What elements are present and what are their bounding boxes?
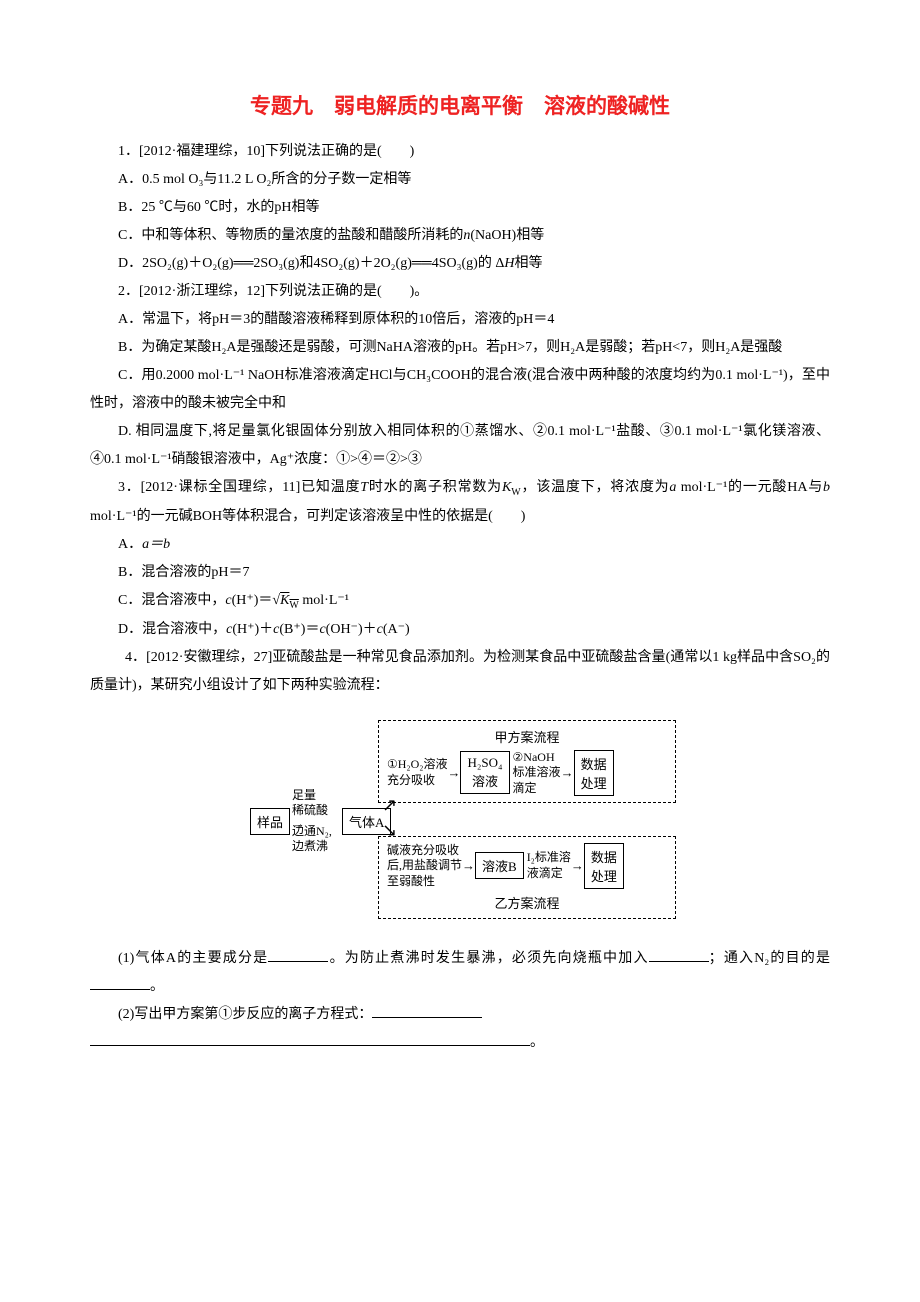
flowchart: 甲方案流程 ①H₂O₂溶液充分吸收 → H₂SO₄溶液 ②NaOH标准溶液滴定 …	[90, 720, 830, 925]
q4-p2-line: 。	[90, 1029, 830, 1057]
blank-field	[268, 947, 328, 962]
blank-field	[372, 1003, 482, 1018]
q4-stem: 4．[2012·安徽理综，27]亚硫酸盐是一种常见食品添加剂。为检测某食品中亚硫…	[90, 644, 830, 700]
blank-field	[649, 947, 709, 962]
q3-opt-c: C．混合溶液中，c(H⁺)＝√KW mol·L⁻¹	[90, 587, 830, 616]
q3-opt-a: A．a＝b	[90, 531, 830, 559]
q2-opt-d: D. 相同温度下,将足量氯化银固体分别放入相同体积的①蒸馏水、②0.1 mol·…	[90, 418, 830, 474]
q4-p1: (1)气体A的主要成分是。为防止煮沸时发生暴沸，必须先向烧瓶中加入；通入N₂的目…	[90, 945, 830, 1001]
bot-step2-label: I₂标准溶液滴定	[527, 850, 571, 881]
q3-opt-b: B．混合溶液的pH＝7	[90, 559, 830, 587]
q1-opt-a: A．0.5 mol O₃与11.2 L O₂所含的分子数一定相等	[90, 166, 830, 194]
arrow-label-top: 足量稀硫酸	[292, 788, 328, 819]
q2-opt-c: C．用0.2000 mol·L⁻¹ NaOH标准溶液滴定HCl与CH₃COOH的…	[90, 362, 830, 418]
step2-label: ②NaOH标准溶液滴定	[513, 750, 561, 797]
h2so4-box: H₂SO₄溶液	[460, 751, 509, 794]
q2-opt-b: B．为确定某酸H₂A是强酸还是弱酸，可测NaHA溶液的pH。若pH>7，则H₂A…	[90, 334, 830, 362]
data-box-bottom: 数据处理	[584, 843, 624, 889]
q3-stem: 3．[2012·课标全国理综，11]已知温度T时水的离子积常数为KW，该温度下，…	[90, 474, 830, 531]
q1-opt-d: D．2SO₂(g)＋O₂(g)══2SO₃(g)和4SO₂(g)＋2O₂(g)═…	[90, 250, 830, 278]
data-box-top: 数据处理	[574, 750, 614, 796]
q2-stem: 2．[2012·浙江理综，12]下列说法正确的是( )。	[90, 278, 830, 306]
q1-stem: 1．[2012·福建理综，10]下列说法正确的是( )	[90, 138, 830, 166]
q3-opt-d: D．混合溶液中，c(H⁺)＋c(B⁺)＝c(OH⁻)＋c(A⁻)	[90, 616, 830, 644]
bot-step1-label: 碱液充分吸收后,用盐酸调节至弱酸性	[387, 843, 462, 890]
blank-line	[90, 1031, 530, 1046]
step1-label: ①H₂O₂溶液充分吸收	[387, 757, 447, 788]
arrow-label-bottom: 边通N₂,边煮沸	[292, 824, 332, 855]
q1-opt-b: B．25 ℃与60 ℃时，水的pH相等	[90, 194, 830, 222]
document-title: 专题九 弱电解质的电离平衡 溶液的酸碱性	[90, 90, 830, 120]
q2-opt-a: A．常温下，将pH＝3的醋酸溶液稀释到原体积的10倍后，溶液的pH＝4	[90, 306, 830, 334]
q1-opt-c: C．中和等体积、等物质的量浓度的盐酸和醋酸所消耗的n(NaOH)相等	[90, 222, 830, 250]
q4-p2: (2)写出甲方案第①步反应的离子方程式：	[90, 1001, 830, 1029]
bottom-flow-label: 乙方案流程	[387, 893, 667, 912]
top-flow-label: 甲方案流程	[387, 727, 667, 746]
sample-box: 样品	[250, 808, 290, 835]
solution-b-box: 溶液B	[475, 852, 524, 879]
blank-field	[90, 975, 150, 990]
